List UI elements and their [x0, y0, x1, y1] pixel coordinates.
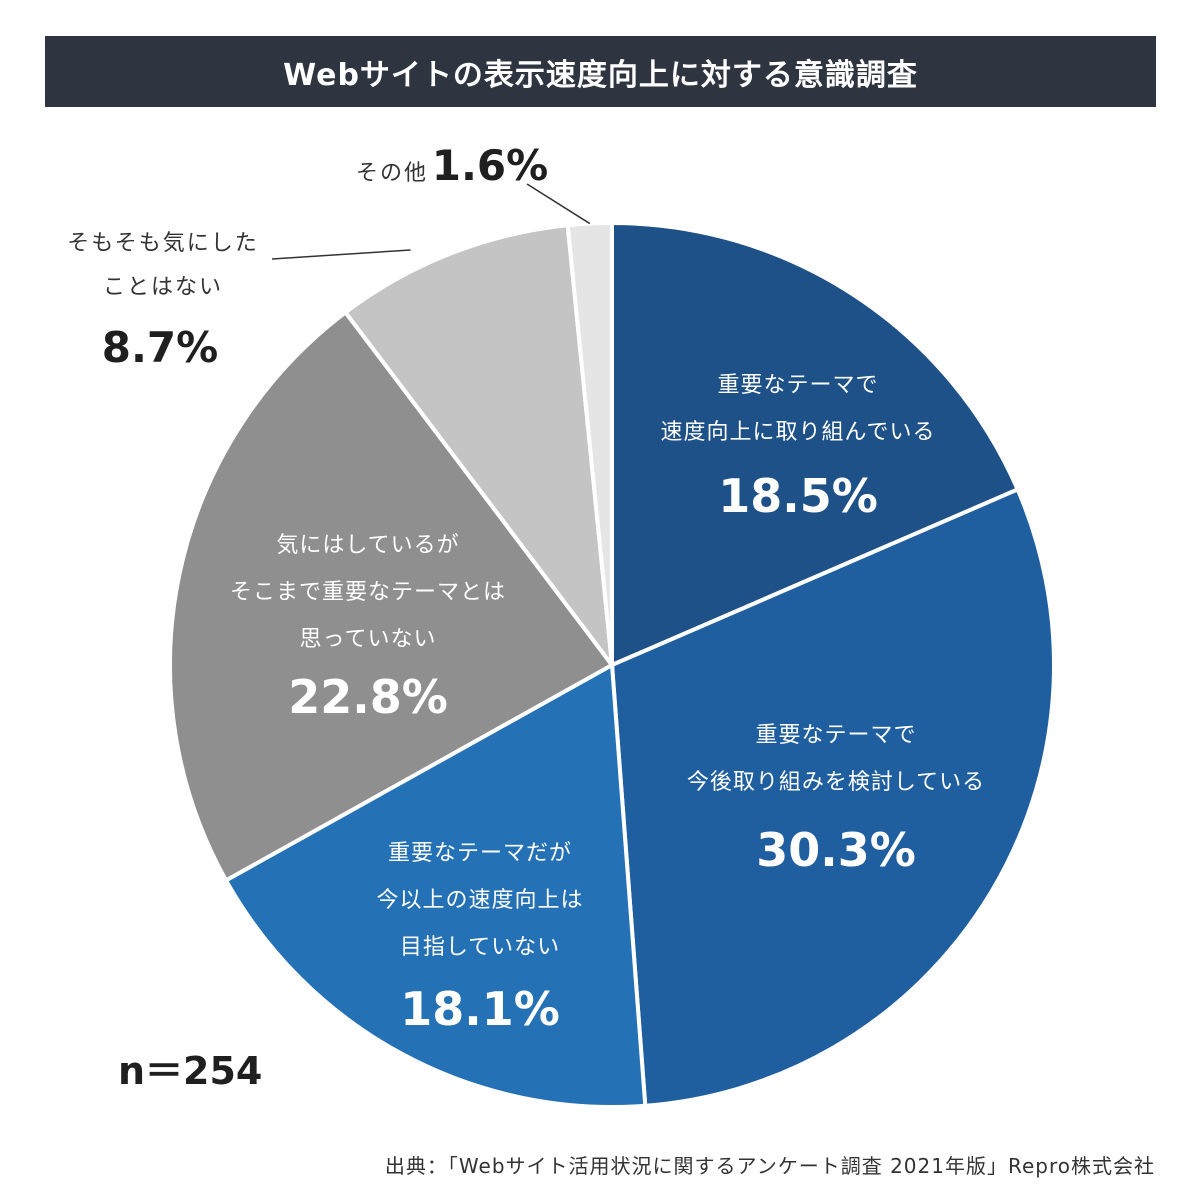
- slice-label-2-line-2: 今後取り組みを検討している: [687, 770, 985, 795]
- slice-value-2: 30.3%: [756, 823, 916, 877]
- slice-label-6: その他: [356, 161, 428, 186]
- source-note: 出典：「Webサイト活用状況に関するアンケート調査 2021年版」Repro株式…: [384, 1154, 1155, 1178]
- sample-size-label: n＝254: [118, 1049, 263, 1093]
- pie-slices: [168, 220, 1056, 1109]
- chart-title: Webサイトの表示速度向上に対する意識調査: [283, 57, 918, 93]
- slice-value-6: 1.6%: [432, 141, 548, 190]
- title-bar: Webサイトの表示速度向上に対する意識調査: [45, 36, 1156, 107]
- slice-label-3-line-2: 今以上の速度向上は: [376, 888, 583, 913]
- slice-label-4-line-2: そこまで重要なテーマとは: [230, 580, 506, 605]
- slice-label-1-line-1: 重要なテーマで: [717, 373, 878, 398]
- pie-slice-3: [223, 661, 648, 1109]
- leader-line-5: [271, 249, 411, 260]
- slice-label-4-line-3: 思っていない: [300, 627, 437, 652]
- slice-label-5-line-2: ことはない: [103, 275, 223, 300]
- slice-label-4-line-1: 気にはしているが: [276, 533, 459, 558]
- leader-line-6: [526, 183, 591, 225]
- slice-label-1-line-2: 速度向上に取り組んでいる: [661, 420, 936, 445]
- slice-value-4: 22.8%: [288, 670, 448, 724]
- pie-labels: 重要なテーマで速度向上に取り組んでいる18.5%重要なテーマで今後取り組みを検討…: [67, 141, 985, 1036]
- slice-label-5-line-1: そもそも気にした: [67, 231, 259, 256]
- pie-slice-4: [168, 309, 615, 884]
- slice-value-5: 8.7%: [102, 323, 218, 372]
- pie-slice-1: [610, 220, 1021, 669]
- slice-label-3-line-1: 重要なテーマだが: [388, 841, 572, 866]
- pie-slice-5: [342, 223, 615, 672]
- slice-label-3-line-3: 目指していない: [400, 935, 560, 960]
- leader-lines: [271, 183, 591, 260]
- slice-value-1: 18.5%: [718, 469, 878, 523]
- pie-slice-2: [609, 486, 1056, 1108]
- slice-value-3: 18.1%: [400, 982, 560, 1036]
- pie-slice-6: [565, 220, 614, 666]
- slice-label-2-line-1: 重要なテーマで: [755, 723, 916, 748]
